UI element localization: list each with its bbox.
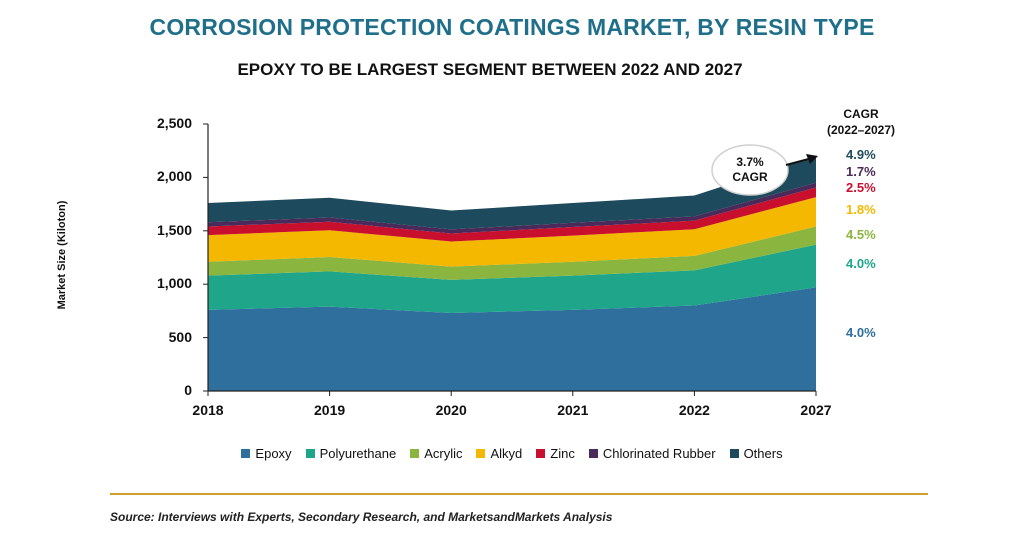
area-polyurethane [208,244,816,314]
legend-swatch [241,449,251,458]
legend-item: Others [729,446,783,461]
cagr-value-zinc: 2.5% [846,180,876,195]
cagr-bubble-shape [711,144,789,196]
area-series-group [208,156,816,391]
legend-item: Chlorinated Rubber [588,446,716,461]
chart-subtitle: EPOXY TO BE LARGEST SEGMENT BETWEEN 2022… [237,60,743,79]
legend-swatch [305,449,315,458]
x-tick-label: 2021 [557,402,589,418]
legend-label: Polyurethane [319,446,397,461]
y-tick-label: 1,000 [156,275,192,292]
area-zinc [208,187,816,242]
legend-label: Chlorinated Rubber [602,446,716,461]
cagr-value-others: 4.9% [846,147,876,162]
chart-axes [203,123,817,396]
legend-swatch [476,449,486,458]
y-tick-label: 500 [168,328,192,345]
area-others [208,156,816,230]
y-tick-label: 0 [184,382,192,398]
y-tick-label: 2,500 [156,115,192,131]
cagr-bubble-text: 3.7% CAGR [732,155,768,184]
legend-label: Others [743,446,783,461]
chart-legend: Epoxy Polyurethane Acrylic Alkyd Zinc Chlorin… [0,446,1024,461]
legend-item: Zinc [536,446,575,461]
cagr-header: CAGR (2022–2027) [826,107,896,137]
legend-swatch [410,449,420,458]
source-divider [110,493,928,495]
x-tick-label: 2019 [314,402,346,418]
area-acrylic [208,226,816,280]
cagr-value-epoxy: 4.0% [846,325,876,340]
source-note: Source: Interviews with Experts, Seconda… [110,510,613,524]
chart-title: CORROSION PROTECTION COATINGS MARKET, BY… [149,14,875,40]
y-tick-label: 2,000 [156,168,192,185]
cagr-value-chlorinated-rubber: 1.7% [846,164,876,179]
cagr-arrow-head [806,154,818,165]
legend-label: Alkyd [490,446,523,461]
legend-item: Alkyd [476,446,522,461]
cagr-arrow-line [785,157,813,166]
area-epoxy [208,287,816,391]
legend-label: Zinc [550,446,575,461]
cagr-value-acrylic: 4.5% [846,227,876,242]
x-tick-label: 2022 [678,402,710,418]
legend-swatch [588,449,598,458]
legend-item: Epoxy [241,446,292,461]
legend-swatch [536,449,546,458]
x-tick-label: 2018 [192,402,224,418]
legend-label: Epoxy [255,446,292,461]
legend-item: Acrylic [410,446,462,461]
legend-item: Polyurethane [305,446,397,461]
legend-label: Acrylic [424,446,463,461]
y-tick-label: 1,500 [156,221,192,238]
cagr-value-polyurethane: 4.0% [846,256,876,271]
chart-svg [203,123,818,396]
y-axis-label: Market Size (Kiloton) [56,200,68,310]
area-chlorinated-rubber [208,182,816,234]
x-tick-label: 2027 [800,402,832,418]
cagr-value-alkyd: 1.8% [846,202,876,217]
cagr-bubble [711,144,818,196]
x-tick-label: 2020 [435,402,467,418]
area-alkyd [208,197,816,267]
legend-swatch [729,449,739,458]
